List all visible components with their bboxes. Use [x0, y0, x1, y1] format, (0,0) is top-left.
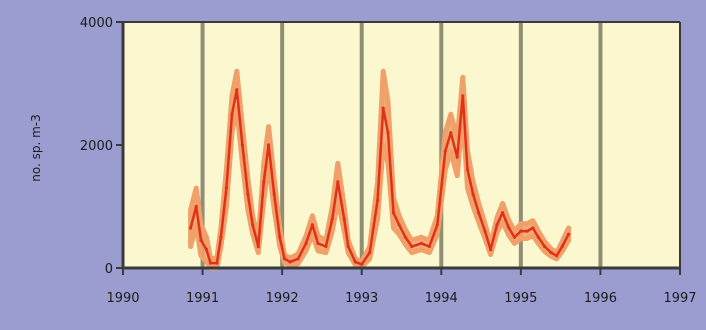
- data-point-51: [495, 223, 499, 227]
- data-point-39: [419, 241, 423, 245]
- data-point-42: [443, 149, 447, 153]
- x-tick-label-1994: 1994: [425, 291, 458, 306]
- data-point-13: [256, 244, 260, 249]
- data-point-12: [251, 223, 255, 227]
- data-point-59: [543, 244, 547, 249]
- data-point-50: [489, 248, 493, 252]
- data-point-49: [483, 229, 487, 233]
- data-point-35: [391, 211, 396, 215]
- data-point-31: [368, 251, 372, 255]
- data-point-46: [465, 168, 470, 172]
- data-point-38: [410, 244, 414, 249]
- data-point-14: [262, 180, 266, 184]
- data-point-55: [519, 229, 523, 233]
- data-point-3: [204, 248, 209, 252]
- data-point-58: [536, 235, 541, 239]
- data-point-32: [376, 198, 380, 202]
- data-point-23: [316, 241, 320, 245]
- y-tick-label-4000: 4000: [80, 16, 113, 31]
- data-point-0: [189, 226, 193, 230]
- data-point-8: [230, 112, 234, 116]
- data-point-47: [471, 192, 475, 196]
- data-point-19: [288, 260, 292, 264]
- y-axis-label: no. sp. m-3: [29, 114, 43, 182]
- data-point-43: [449, 131, 453, 135]
- data-point-40: [427, 244, 431, 249]
- data-point-53: [507, 226, 511, 230]
- axes: [116, 21, 681, 275]
- data-point-27: [342, 217, 346, 221]
- data-point-52: [501, 211, 505, 215]
- x-tick-label-1996: 1996: [584, 291, 617, 306]
- data-point-44: [455, 155, 459, 159]
- data-point-5: [215, 261, 219, 265]
- data-point-30: [360, 262, 364, 266]
- data-point-37: [403, 235, 408, 239]
- x-tick-label-1997: 1997: [663, 291, 696, 306]
- data-point-36: [397, 223, 401, 227]
- data-point-22: [310, 223, 314, 227]
- data-point-20: [296, 257, 300, 261]
- data-point-21: [304, 241, 308, 245]
- data-point-24: [324, 244, 328, 249]
- data-point-48: [477, 211, 481, 215]
- data-point-56: [525, 229, 529, 233]
- data-point-2: [199, 238, 203, 242]
- data-point-57: [531, 226, 535, 230]
- data-point-60: [549, 251, 553, 255]
- y-tick-labels: 0 2000 4000: [80, 16, 113, 277]
- data-point-29: [353, 260, 357, 264]
- data-point-41: [435, 223, 439, 227]
- vertical-gridlines: [200, 22, 603, 268]
- x-tick-label-1991: 1991: [186, 291, 219, 306]
- data-point-25: [330, 217, 334, 221]
- data-point-11: [246, 192, 250, 196]
- x-tick-label-1990: 1990: [106, 291, 139, 306]
- data-point-15: [267, 143, 271, 147]
- data-point-63: [567, 232, 571, 236]
- data-point-34: [386, 131, 390, 135]
- y-tick-label-0: 0: [105, 262, 113, 277]
- data-point-9: [235, 88, 239, 92]
- data-point-61: [555, 254, 559, 258]
- data-point-7: [224, 186, 228, 190]
- x-tick-label-1993: 1993: [345, 291, 378, 306]
- x-tick-label-1995: 1995: [504, 291, 537, 306]
- data-point-18: [282, 257, 287, 261]
- data-point-28: [346, 244, 350, 249]
- data-point-54: [512, 235, 517, 239]
- y-tick-label-2000: 2000: [80, 139, 113, 154]
- data-point-62: [560, 244, 564, 249]
- data-point-10: [240, 143, 244, 147]
- data-line-layer: [189, 88, 571, 266]
- x-tick-labels: 1990 1991 1992 1993 1994 1995 1996 1997: [106, 291, 696, 306]
- data-point-1: [194, 204, 198, 209]
- x-tick-label-1992: 1992: [266, 291, 299, 306]
- data-point-17: [278, 235, 282, 239]
- data-point-4: [208, 261, 213, 265]
- data-point-45: [461, 94, 465, 98]
- data-point-6: [219, 235, 223, 239]
- data-point-16: [272, 192, 276, 196]
- data-point-33: [381, 106, 385, 110]
- series-line: [189, 88, 570, 266]
- data-point-26: [336, 180, 340, 184]
